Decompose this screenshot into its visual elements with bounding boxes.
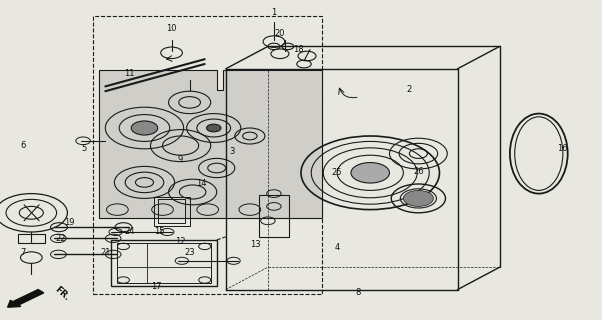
- Circle shape: [206, 124, 221, 132]
- Text: 24: 24: [124, 228, 135, 236]
- Text: 1: 1: [272, 8, 276, 17]
- Text: 7: 7: [20, 248, 25, 257]
- Text: 11: 11: [124, 69, 135, 78]
- Text: 15: 15: [154, 228, 165, 236]
- Text: 9: 9: [178, 156, 183, 164]
- Bar: [111, 240, 217, 286]
- Text: 21: 21: [100, 248, 111, 257]
- Text: 25: 25: [332, 168, 343, 177]
- Polygon shape: [99, 70, 322, 218]
- Bar: [158, 199, 185, 223]
- Text: FR.: FR.: [53, 285, 71, 303]
- Text: 13: 13: [250, 240, 261, 249]
- Text: 4: 4: [335, 244, 340, 252]
- Circle shape: [351, 163, 389, 183]
- Bar: [18, 234, 45, 243]
- FancyArrow shape: [8, 290, 44, 307]
- Bar: [117, 243, 211, 283]
- Text: 17: 17: [151, 282, 162, 291]
- Text: 16: 16: [557, 144, 568, 153]
- Text: 12: 12: [175, 237, 186, 246]
- Text: 3: 3: [229, 148, 234, 156]
- Text: 2: 2: [407, 85, 412, 94]
- Text: 26: 26: [413, 167, 424, 176]
- Text: 23: 23: [184, 248, 195, 257]
- Text: 6: 6: [20, 141, 25, 150]
- Bar: [93, 16, 322, 294]
- Bar: [154, 197, 190, 226]
- Text: 18: 18: [293, 45, 303, 54]
- Bar: [259, 195, 289, 237]
- Text: 20: 20: [275, 29, 285, 38]
- Text: 14: 14: [196, 180, 207, 188]
- Text: 10: 10: [166, 24, 177, 33]
- Text: 22: 22: [55, 234, 66, 243]
- Text: 8: 8: [356, 288, 361, 297]
- Circle shape: [403, 190, 433, 206]
- Circle shape: [410, 194, 427, 203]
- Circle shape: [131, 121, 158, 135]
- Text: 5: 5: [82, 144, 87, 153]
- Text: 19: 19: [64, 218, 75, 227]
